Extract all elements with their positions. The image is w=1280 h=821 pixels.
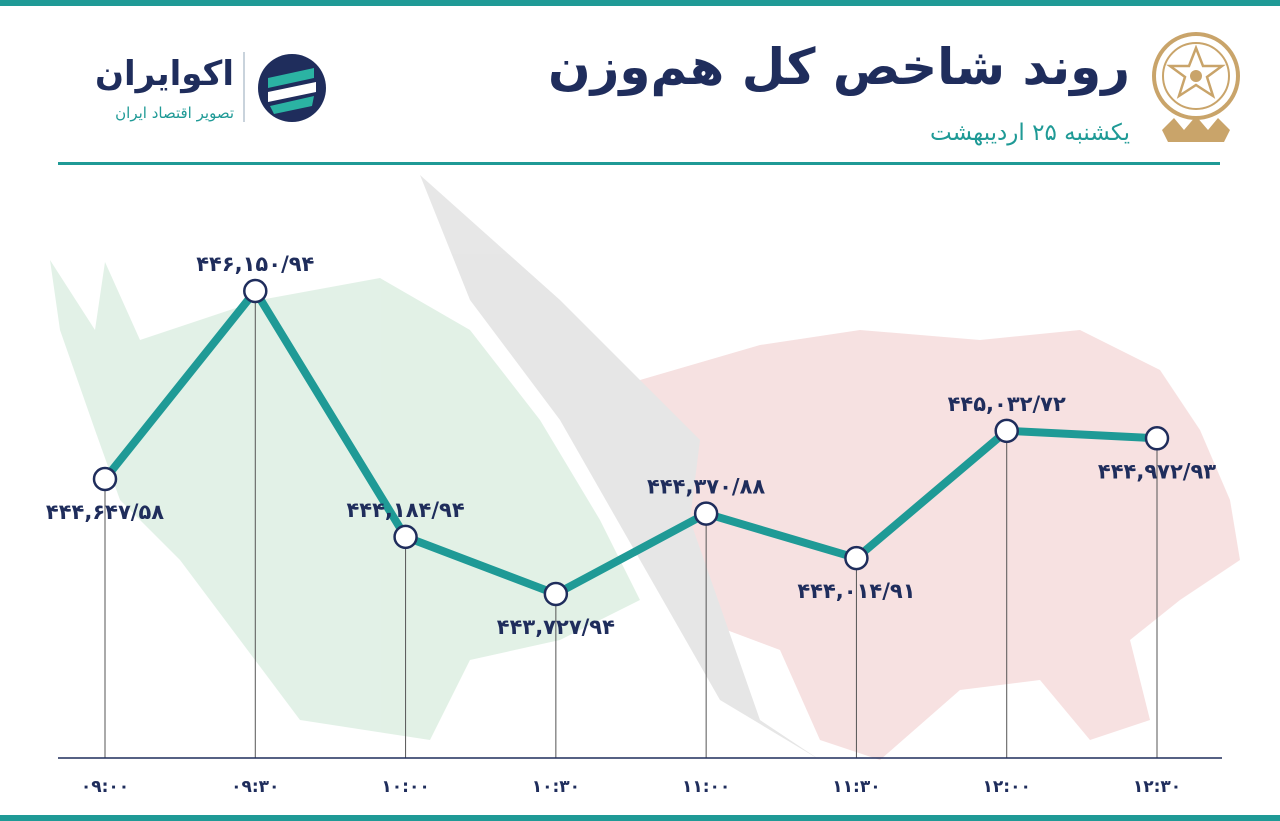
header-divider xyxy=(58,162,1220,165)
data-point xyxy=(543,581,569,607)
x-tick-label: ۱۰:۳۰ xyxy=(532,777,580,797)
ecoiran-logo-icon xyxy=(258,54,326,122)
x-tick-label: ۱۰:۰۰ xyxy=(381,777,429,797)
arrow-shadow xyxy=(420,175,820,760)
x-tick-label: ۱۱:۰۰ xyxy=(682,777,730,797)
logo-divider xyxy=(243,52,245,122)
x-tick-label: ۱۲:۰۰ xyxy=(983,777,1031,797)
top-border xyxy=(0,0,1280,6)
data-label: ۴۴۶,۱۵۰/۹۴ xyxy=(196,252,314,276)
data-label: ۴۴۴,۹۷۲/۹۳ xyxy=(1098,459,1216,483)
x-tick-label: ۰۹:۳۰ xyxy=(231,777,279,797)
data-point xyxy=(994,418,1019,444)
data-label: ۴۴۴,۳۷۰/۸۸ xyxy=(647,475,765,499)
data-label: ۴۴۵,۰۳۲/۷۲ xyxy=(948,392,1066,416)
data-point xyxy=(844,545,869,571)
x-tick-label: ۱۲:۳۰ xyxy=(1133,777,1181,797)
bottom-border xyxy=(0,815,1280,821)
series-line xyxy=(101,287,1161,598)
data-point xyxy=(1144,426,1170,451)
x-tick-label: ۱۱:۳۰ xyxy=(832,777,880,797)
page-title: روند شاخص کل هم‌وزن xyxy=(547,38,1130,96)
x-axis-labels: ۰۹:۰۰ ۰۹:۳۰ ۱۰:۰۰ ۱۰:۳۰ ۱۱:۰۰ ۱۱:۳۰ ۱۲:۰۰ ۱۲:۳۰ xyxy=(81,777,1181,797)
date-subtitle: یکشنبه ۲۵ اردیبهشت xyxy=(930,120,1130,146)
data-labels: ۴۴۴,۶۴۷/۵۸ ۴۴۶,۱۵۰/۹۴ ۴۴۴,۱۸۴/۹۴ ۴۴۳,۷۲۷/۹۴… xyxy=(46,252,1216,639)
drop-lines xyxy=(104,291,1158,758)
brand-tagline: تصویر اقتصاد ایران xyxy=(115,104,234,122)
bull-silhouette xyxy=(50,260,640,740)
data-point xyxy=(243,278,268,304)
data-point xyxy=(92,466,118,492)
brand-name: اکوایران xyxy=(95,54,234,94)
data-label: ۴۴۴,۱۸۴/۹۴ xyxy=(346,498,464,522)
stock-exchange-seal-icon xyxy=(1152,32,1240,142)
x-tick-label: ۰۹:۰۰ xyxy=(81,777,129,797)
data-label: ۴۴۴,۶۴۷/۵۸ xyxy=(46,500,164,524)
data-label: ۴۴۳,۷۲۷/۹۴ xyxy=(497,615,615,639)
data-label: ۴۴۴,۰۱۴/۹۱ xyxy=(797,579,915,603)
data-points xyxy=(92,278,1170,607)
data-point xyxy=(693,501,719,526)
data-point xyxy=(393,524,418,550)
